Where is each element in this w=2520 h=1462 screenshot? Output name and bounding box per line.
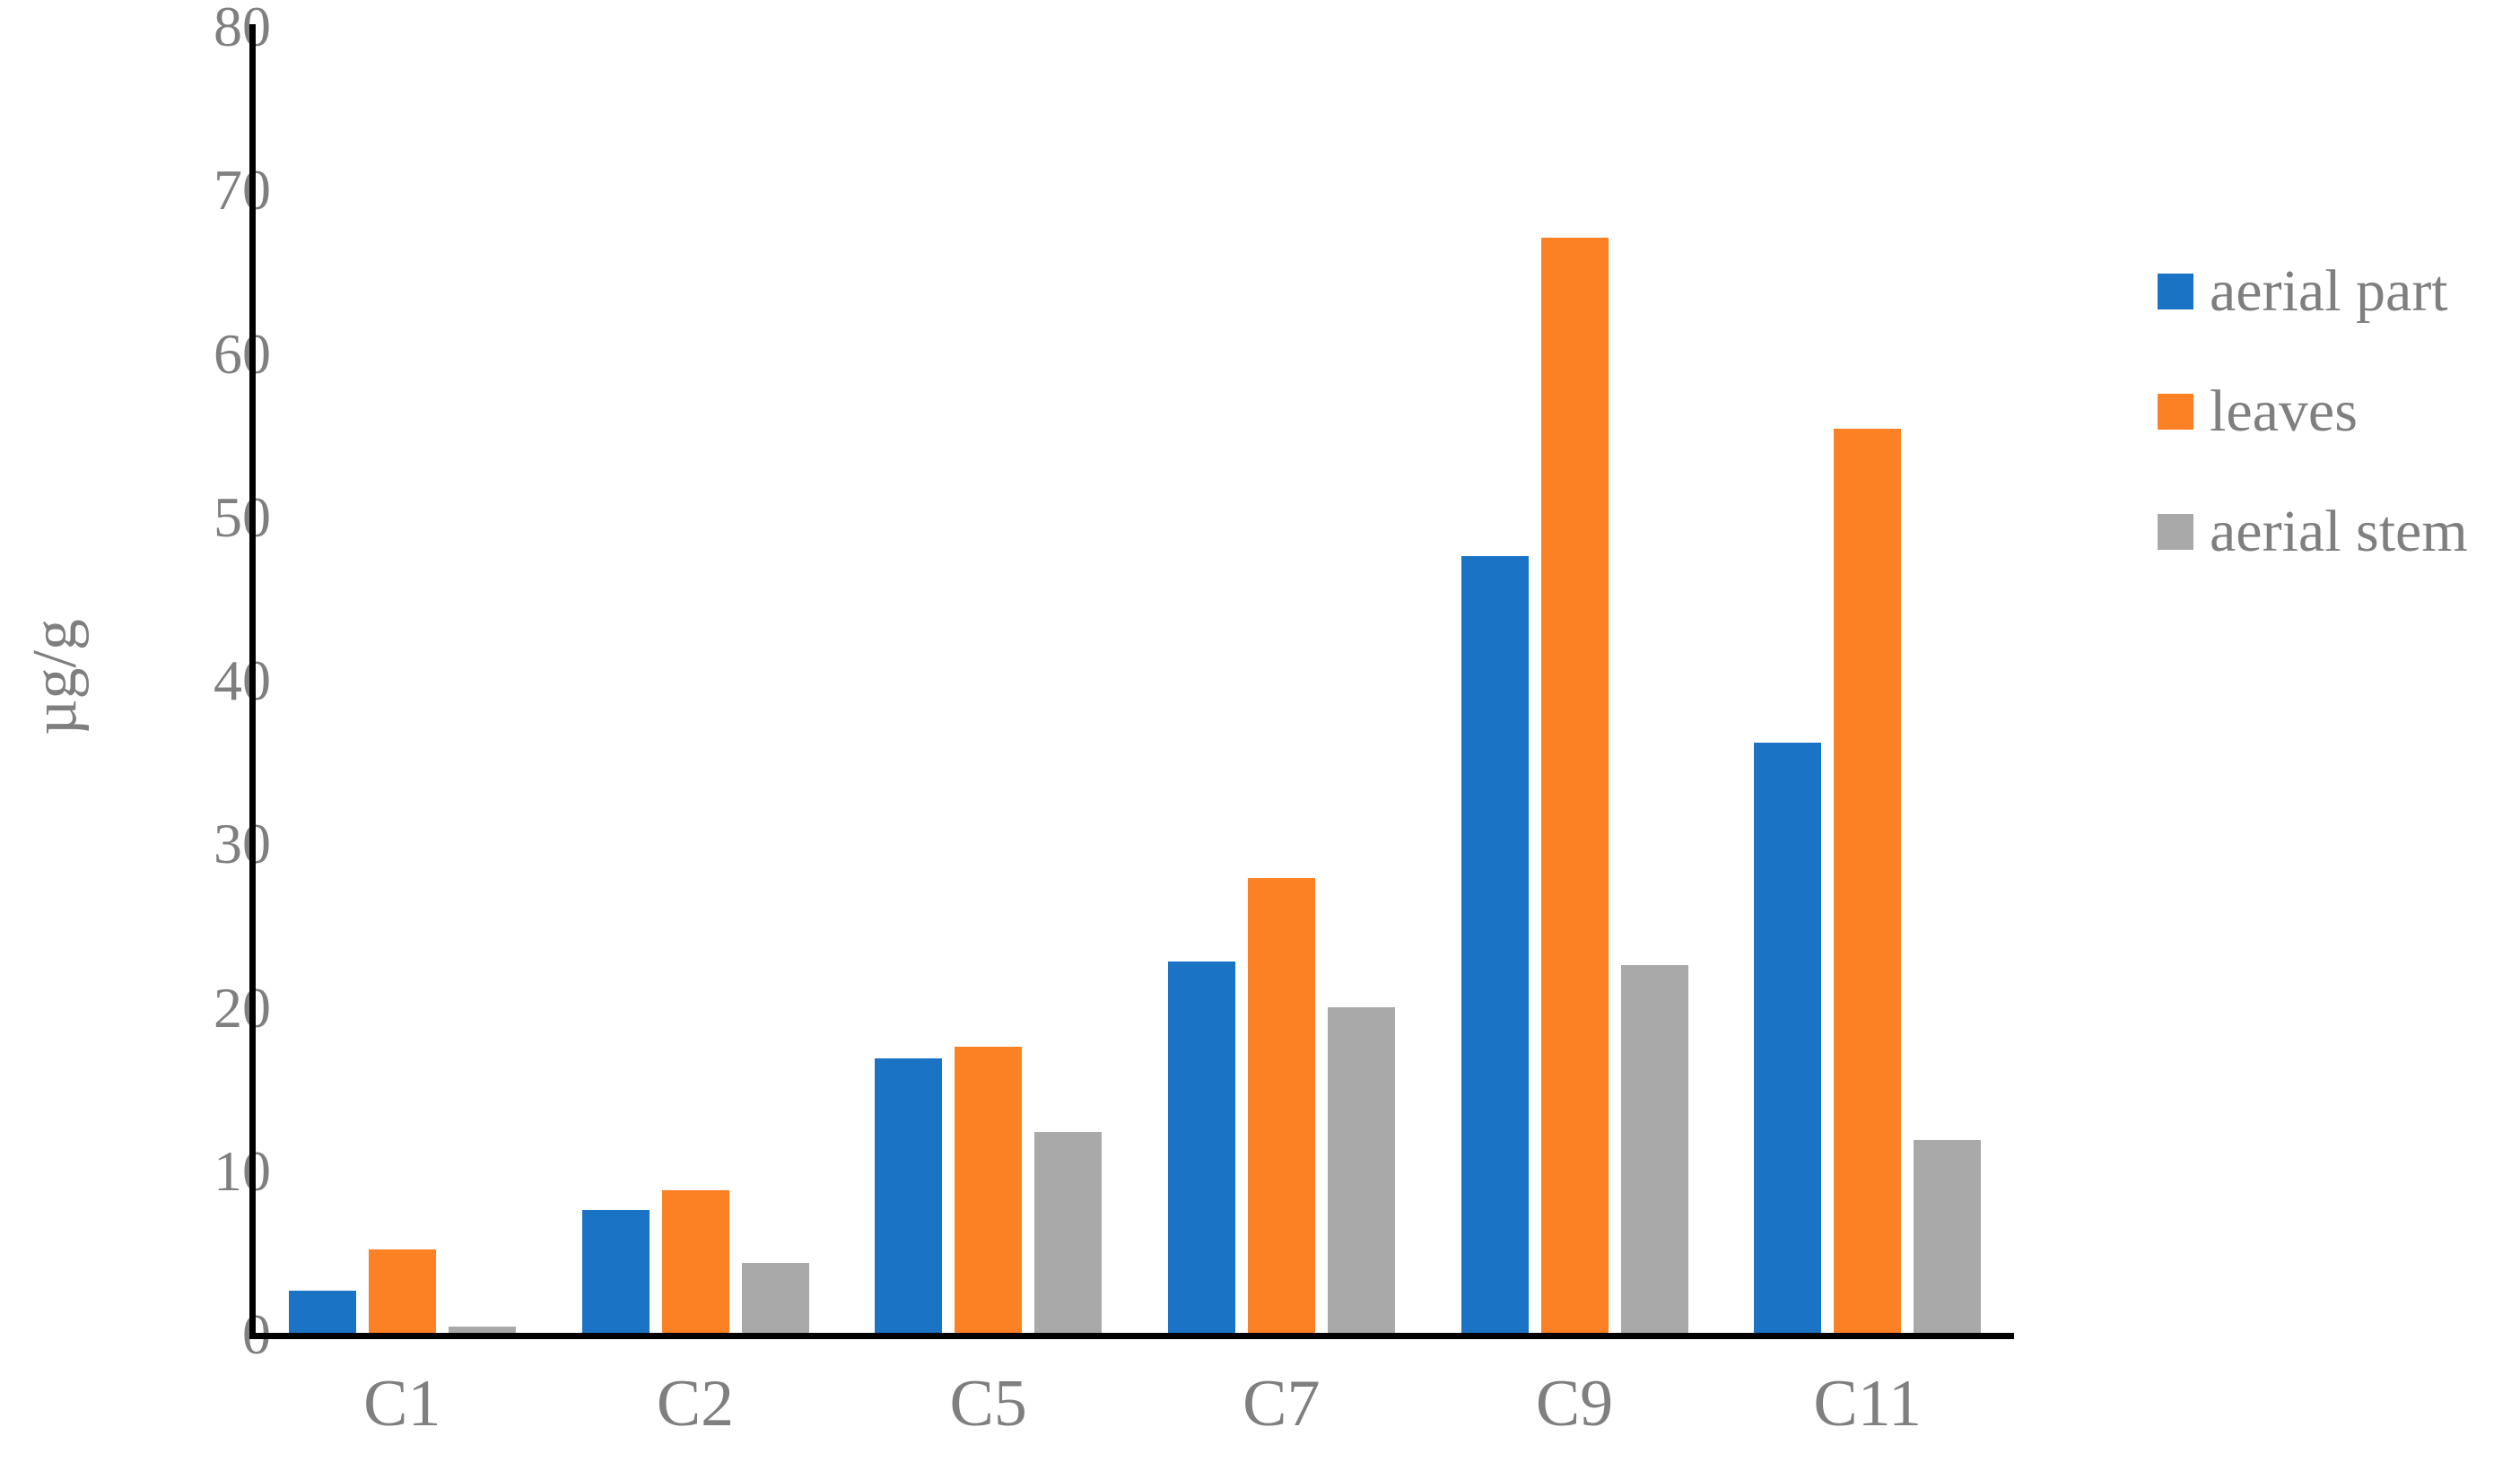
plot-area	[256, 25, 2014, 1333]
y-tick-label-50: 50	[214, 484, 271, 549]
legend-label: leaves	[2210, 379, 2358, 444]
bar-leaves-C7	[1247, 878, 1315, 1333]
x-tick-label-C11: C11	[1813, 1367, 1922, 1440]
legend-swatch-leaves	[2158, 394, 2193, 430]
bar-leaves-C1	[368, 1249, 436, 1333]
bar-aerial-stem-C2	[741, 1262, 809, 1333]
y-axis-line	[249, 24, 256, 1338]
bar-aerial-part-C7	[1167, 962, 1235, 1333]
legend-swatch-aerial-stem	[2158, 514, 2193, 550]
x-tick-label-C2: C2	[656, 1367, 735, 1440]
bar-aerial-stem-C9	[1620, 964, 1688, 1333]
bar-leaves-C11	[1834, 429, 1902, 1333]
bar-aerial-part-C9	[1461, 556, 1529, 1333]
bar-aerial-part-C11	[1754, 743, 1822, 1333]
bar-aerial-part-C1	[288, 1290, 356, 1333]
bar-aerial-stem-C5	[1034, 1131, 1103, 1333]
bar-aerial-part-C5	[875, 1057, 943, 1333]
y-tick-label-20: 20	[214, 975, 271, 1040]
legend-item-aerial-stem: aerial stem	[2158, 492, 2468, 572]
bar-leaves-C5	[955, 1047, 1023, 1333]
y-tick-label-30: 30	[214, 812, 271, 876]
y-tick-label-60: 60	[214, 321, 271, 386]
y-tick-label-70: 70	[214, 158, 271, 222]
y-tick-label-0: 0	[0, 1306, 271, 1363]
legend-swatch-aerial-part	[2158, 274, 2193, 309]
x-tick-label-C5: C5	[949, 1367, 1027, 1440]
bar-aerial-stem-C11	[1914, 1139, 1982, 1333]
legend-label: aerial part	[2210, 258, 2448, 324]
y-tick-label-40: 40	[214, 648, 271, 712]
x-tick-label-C9: C9	[1535, 1367, 1614, 1440]
bar-leaves-C2	[661, 1190, 729, 1333]
x-tick-label-C1: C1	[363, 1367, 441, 1440]
bar-aerial-stem-C1	[448, 1326, 516, 1333]
y-tick-label-80: 80	[214, 0, 271, 58]
bar-aerial-part-C2	[581, 1210, 650, 1333]
x-axis-line	[249, 1333, 2014, 1339]
legend: aerial part leaves aerial stem	[2158, 251, 2468, 612]
bar-leaves-C9	[1540, 237, 1609, 1333]
legend-item-aerial-part: aerial part	[2158, 251, 2468, 332]
legend-label: aerial stem	[2210, 499, 2468, 564]
bar-aerial-stem-C7	[1327, 1007, 1395, 1333]
legend-item-leaves: leaves	[2158, 371, 2468, 452]
y-tick-label-10: 10	[214, 1138, 271, 1203]
x-tick-label-C7: C7	[1243, 1367, 1321, 1440]
